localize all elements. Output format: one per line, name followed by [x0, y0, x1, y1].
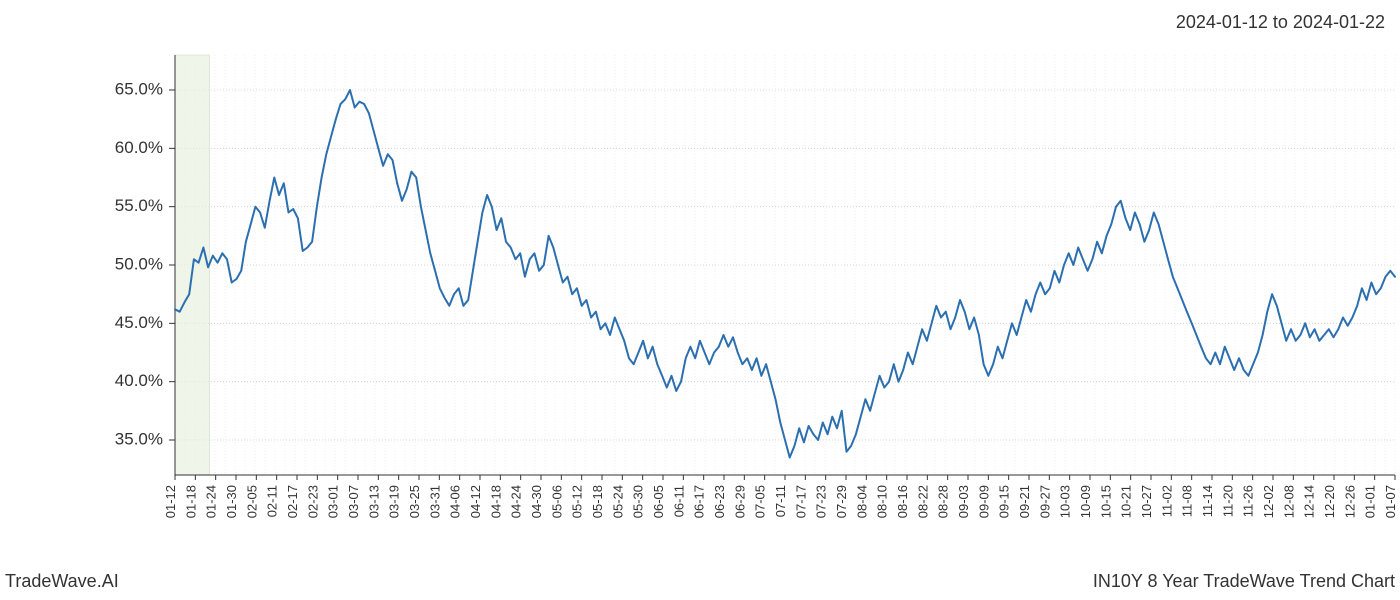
trend-chart-container: 2024-01-12 to 2024-01-22 35.0% 40.0% 45.0%… [0, 0, 1400, 600]
svg-text:01-01: 01-01 [1363, 485, 1378, 518]
svg-text:07-29: 07-29 [834, 485, 849, 518]
svg-text:45.0%: 45.0% [115, 313, 163, 332]
svg-text:11-14: 11-14 [1200, 485, 1215, 517]
svg-text:60.0%: 60.0% [115, 138, 163, 157]
svg-text:06-11: 06-11 [671, 485, 686, 517]
svg-text:10-03: 10-03 [1058, 485, 1073, 518]
svg-text:10-21: 10-21 [1119, 485, 1134, 518]
svg-text:05-06: 05-06 [549, 485, 564, 518]
svg-text:02-17: 02-17 [285, 485, 300, 518]
footer-chart-title: IN10Y 8 Year TradeWave Trend Chart [1093, 571, 1395, 592]
svg-text:11-20: 11-20 [1220, 485, 1235, 517]
svg-text:10-09: 10-09 [1078, 485, 1093, 518]
svg-text:10-27: 10-27 [1139, 485, 1154, 518]
svg-text:04-24: 04-24 [509, 485, 524, 518]
svg-text:06-29: 06-29 [732, 485, 747, 518]
svg-text:08-22: 08-22 [915, 485, 930, 518]
svg-text:01-30: 01-30 [224, 485, 239, 518]
svg-text:04-18: 04-18 [488, 485, 503, 518]
svg-text:01-12: 01-12 [163, 485, 178, 518]
footer-brand: TradeWave.AI [5, 571, 119, 592]
svg-text:12-02: 12-02 [1261, 485, 1276, 518]
svg-text:03-19: 03-19 [387, 485, 402, 518]
svg-text:03-31: 03-31 [427, 485, 442, 518]
svg-text:07-23: 07-23 [814, 485, 829, 518]
svg-text:02-11: 02-11 [265, 485, 280, 517]
svg-text:02-05: 02-05 [244, 485, 259, 518]
svg-text:12-26: 12-26 [1342, 485, 1357, 518]
svg-text:07-11: 07-11 [773, 485, 788, 517]
svg-text:08-10: 08-10 [875, 485, 890, 518]
svg-text:08-28: 08-28 [936, 485, 951, 518]
svg-text:05-18: 05-18 [590, 485, 605, 518]
svg-text:40.0%: 40.0% [115, 371, 163, 390]
trend-chart: 35.0% 40.0% 45.0% 50.0% 55.0% 60.0% 65.0% 01-12… [0, 0, 1400, 600]
date-range-label: 2024-01-12 to 2024-01-22 [1176, 12, 1385, 33]
svg-text:07-17: 07-17 [793, 485, 808, 518]
svg-text:01-24: 01-24 [204, 485, 219, 518]
svg-text:35.0%: 35.0% [115, 429, 163, 448]
svg-text:05-12: 05-12 [570, 485, 585, 518]
svg-text:09-27: 09-27 [1037, 485, 1052, 518]
svg-text:11-02: 11-02 [1159, 485, 1174, 517]
svg-text:01-07: 01-07 [1383, 485, 1398, 518]
svg-text:08-16: 08-16 [895, 485, 910, 518]
svg-text:01-18: 01-18 [183, 485, 198, 518]
svg-text:04-06: 04-06 [448, 485, 463, 518]
svg-text:10-15: 10-15 [1098, 485, 1113, 518]
svg-text:55.0%: 55.0% [115, 196, 163, 215]
svg-text:03-25: 03-25 [407, 485, 422, 518]
svg-text:03-01: 03-01 [326, 485, 341, 518]
svg-text:12-14: 12-14 [1302, 485, 1317, 518]
svg-text:65.0%: 65.0% [115, 79, 163, 98]
svg-text:06-23: 06-23 [712, 485, 727, 518]
svg-text:06-05: 06-05 [651, 485, 666, 518]
svg-text:03-07: 03-07 [346, 485, 361, 518]
svg-text:12-08: 12-08 [1281, 485, 1296, 518]
svg-text:50.0%: 50.0% [115, 254, 163, 273]
svg-text:03-13: 03-13 [366, 485, 381, 518]
svg-text:11-08: 11-08 [1180, 485, 1195, 517]
svg-text:05-30: 05-30 [631, 485, 646, 518]
svg-text:12-20: 12-20 [1322, 485, 1337, 518]
svg-text:08-04: 08-04 [854, 485, 869, 518]
svg-text:07-05: 07-05 [753, 485, 768, 518]
svg-text:09-15: 09-15 [997, 485, 1012, 518]
svg-text:02-23: 02-23 [305, 485, 320, 518]
svg-text:09-21: 09-21 [1017, 485, 1032, 518]
svg-text:11-26: 11-26 [1241, 485, 1256, 517]
svg-text:04-12: 04-12 [468, 485, 483, 518]
svg-text:04-30: 04-30 [529, 485, 544, 518]
svg-text:06-17: 06-17 [692, 485, 707, 518]
svg-text:09-03: 09-03 [956, 485, 971, 518]
svg-text:05-24: 05-24 [610, 485, 625, 518]
svg-text:09-09: 09-09 [976, 485, 991, 518]
